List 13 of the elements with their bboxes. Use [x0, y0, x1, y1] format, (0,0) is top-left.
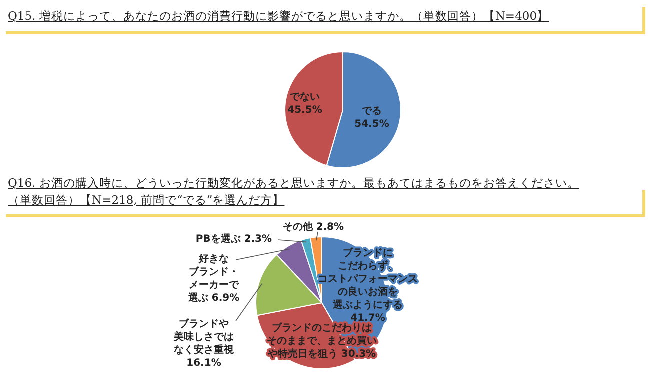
slice-label: ブランドや美味しさではなく安さ重視 [173, 318, 235, 356]
data-label: 45.5% [288, 105, 322, 116]
data-label: 54.5% [354, 119, 390, 130]
data-label: 41.7% [350, 313, 386, 324]
slice-label: 好きなブランド・メーカーで選ぶ 6.9% [187, 253, 240, 304]
slice-label: でない [290, 92, 320, 103]
slice-label: でる [362, 106, 382, 117]
slice-label: PBを選ぶ 2.3% [196, 233, 272, 245]
slice-label: その他 2.8% [282, 221, 344, 233]
chart-title: Q16. お酒の購入時に、どういった行動変化があると思いますか。最もあてはまるものをお答えください。 [8, 176, 580, 190]
chart-subtitle: （単数回答）【N=218, 前問で“でる”を選んだ方】 [8, 193, 285, 207]
chart-title: Q15. 増税によって、あなたのお酒の消費行動に影響がでると思いますか。（単数回答）【N=400】 [8, 9, 550, 23]
data-label: 16.1% [186, 358, 222, 369]
